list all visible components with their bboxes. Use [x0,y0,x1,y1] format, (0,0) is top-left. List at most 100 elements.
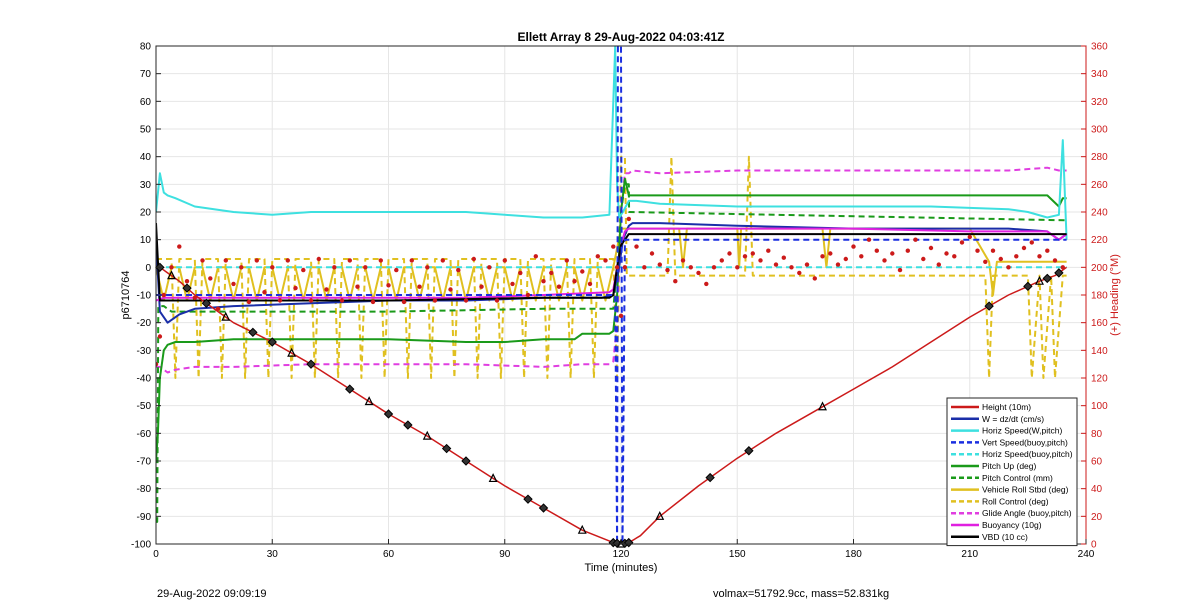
y-tick-label: -50 [137,401,152,412]
y-right-tick-label: 0 [1091,540,1097,551]
x-tick-label: 60 [383,549,395,560]
y-tick-label: -10 [137,291,152,302]
y-tick-label: -80 [137,484,152,495]
y-right-tick-label: 240 [1091,208,1108,219]
x-axis-label: Time (minutes) [585,562,658,574]
heading-point [587,281,593,287]
heading-point [177,244,182,249]
footer-timestamp: 29-Aug-2022 09:09:19 [157,588,267,600]
heading-point [711,265,717,270]
heading-point [463,298,469,303]
heading-point [533,254,538,259]
heading-point [859,254,864,259]
x-tick-label: 0 [153,549,159,560]
y-tick-label: -40 [137,374,152,385]
y-tick-label: 80 [140,42,152,53]
y-right-tick-label: 220 [1091,235,1108,246]
series-line-glide-angle-buoy-pitch [156,166,1067,374]
heading-point [1021,245,1027,251]
heading-point [959,240,965,245]
y-tick-label: 70 [140,69,152,80]
x-tick-label: 30 [267,549,279,560]
heading-point [727,251,732,256]
y-tick-label: -70 [137,457,152,468]
heading-point [998,256,1003,262]
legend-entry: Horiz Speed(buoy,pitch) [982,449,1073,459]
heading-point [479,284,484,289]
heading-point [355,284,360,289]
heading-point [208,276,213,281]
height-marker [488,473,498,483]
heading-point [285,258,290,263]
heading-point [657,262,662,267]
height-marker [705,472,715,483]
heading-point [293,285,298,291]
y-tick-label: 40 [140,152,152,163]
height-marker [461,456,471,466]
heading-point [797,270,802,276]
x-tick-label: 90 [499,549,511,560]
heading-point [487,265,492,270]
heading-point [766,248,771,253]
heading-point [564,258,569,263]
y-tick-label: 20 [140,208,152,219]
heading-point [688,265,693,270]
heading-point [1060,265,1066,270]
y-tick-label: 50 [140,125,152,136]
series-line-horiz-speed-w-pitch [156,46,1068,240]
heading-point [401,299,407,305]
heading-point [952,254,957,259]
heading-point [246,299,252,305]
heading-point [254,258,259,263]
heading-point [843,256,848,262]
height-marker [818,401,827,411]
series-line-roll-control-deg [156,155,1067,379]
height-marker [1023,281,1033,292]
heading-point [378,258,383,263]
heading-point [820,254,825,259]
heading-point [262,290,267,295]
heading-point [541,279,546,284]
heading-point [812,276,817,281]
heading-point [301,267,306,273]
y-right-tick-label: 120 [1091,374,1108,385]
height-marker [267,337,277,347]
y-right-tick-label: 280 [1091,152,1108,163]
y-tick-label: 30 [140,180,152,191]
heading-point [673,279,678,284]
height-marker [248,327,258,338]
heading-point [866,237,872,242]
height-marker [1054,268,1064,278]
heading-point [1045,248,1050,253]
heading-point [1014,254,1019,259]
heading-point [347,258,352,263]
y-tick-label: -20 [137,318,152,329]
heading-point [921,256,926,262]
heading-point [339,298,345,303]
height-marker [441,443,452,454]
heading-point [913,237,918,242]
y-axis-label: p6710764 [120,271,132,320]
heading-point [510,281,515,287]
heading-point [215,306,221,311]
heading-point [622,265,628,270]
heading-point [417,284,422,289]
legend-entry: VBD (10 cc) [982,532,1028,542]
y-tick-label: 0 [145,263,151,274]
heading-point [440,258,445,263]
y-tick-label: -100 [131,540,151,551]
y-tick-label: 10 [140,235,152,246]
legend-entry: Buoyancy (10g) [982,520,1042,530]
y-axis-right-label: (+) Heading (°M) [1109,254,1121,336]
heading-point [1006,265,1011,270]
heading-point [626,216,631,222]
legend-entry: Pitch Up (deg) [982,461,1036,471]
heading-point [595,254,600,259]
heading-point [580,269,585,274]
y-right-tick-label: 340 [1091,69,1108,80]
height-marker [364,396,374,406]
heading-point [696,270,701,276]
heading-point [874,248,879,253]
heading-point [735,265,740,270]
series-line-pitch-up-deg [156,177,1067,462]
